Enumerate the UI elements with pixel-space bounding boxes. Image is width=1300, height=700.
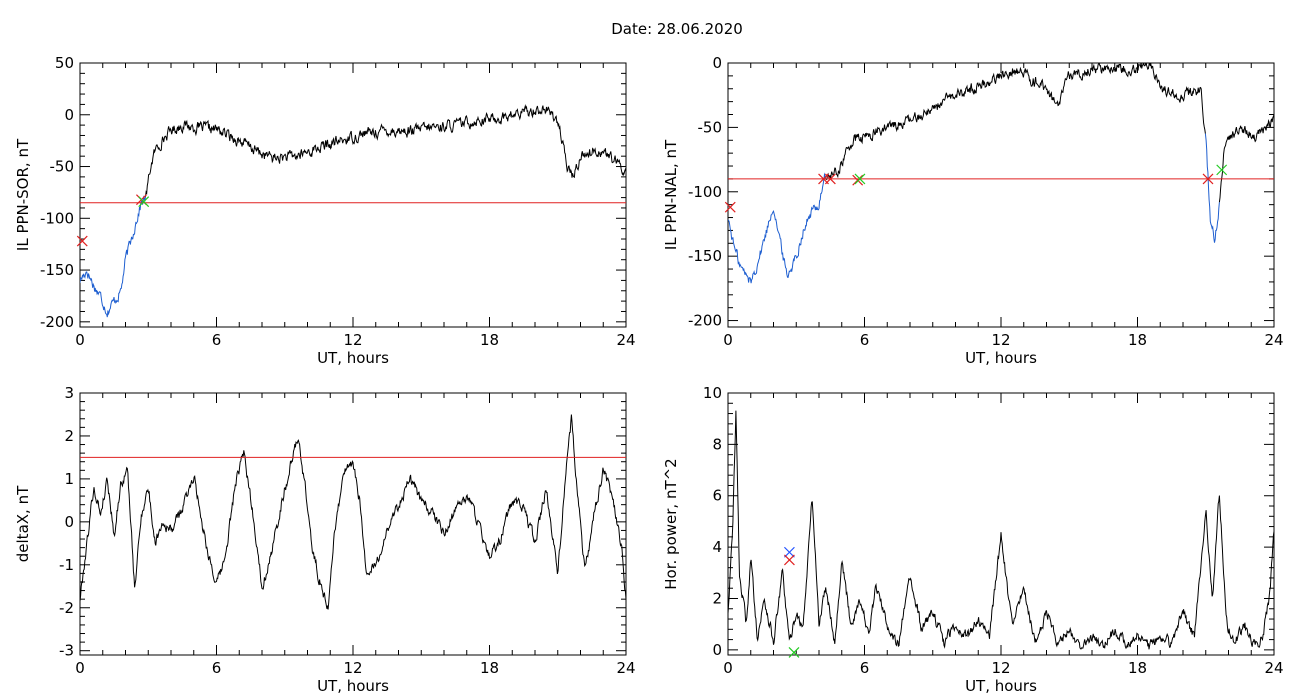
y-tick-label: 6 [712, 487, 722, 505]
x-tick-label: 0 [75, 659, 85, 677]
x-tick-label: 18 [480, 659, 499, 677]
x-tick-label: 12 [343, 331, 362, 349]
y-tick-label: 1 [64, 470, 74, 488]
event-trace-segment [80, 195, 146, 318]
trace-segment [145, 103, 626, 197]
event-marker [854, 173, 866, 185]
y-tick-label: 10 [703, 384, 722, 402]
x-tick-label: 6 [212, 659, 222, 677]
event-marker [824, 173, 836, 185]
x-tick-label: 24 [1264, 659, 1283, 677]
x-axis-label: UT, hours [965, 677, 1037, 695]
x-tick-label: 12 [991, 331, 1010, 349]
y-tick-label: -150 [688, 247, 722, 265]
trace-segment [80, 414, 626, 610]
x-axis-label: UT, hours [317, 677, 389, 695]
x-axis-label: UT, hours [317, 349, 389, 367]
y-axis-label: deltaX, nT [14, 485, 32, 562]
event-marker [784, 546, 795, 558]
y-tick-label: 8 [712, 435, 722, 453]
x-tick-label: 0 [75, 331, 85, 349]
x-tick-label: 18 [1128, 331, 1147, 349]
x-tick-label: 6 [860, 331, 870, 349]
y-axis-label: IL PPN-NAL, nT [662, 139, 680, 250]
y-tick-label: 0 [712, 54, 722, 72]
plot-frame [79, 62, 627, 328]
x-tick-label: 12 [343, 659, 362, 677]
x-tick-label: 6 [212, 331, 222, 349]
event-marker [76, 235, 88, 247]
y-tick-label: 50 [55, 54, 74, 72]
trace-segment [825, 63, 1206, 181]
y-tick-label: -200 [688, 312, 722, 330]
y-tick-label: 2 [64, 427, 74, 445]
y-tick-label: -50 [50, 158, 75, 176]
y-tick-label: 0 [64, 106, 74, 124]
y-tick-label: -100 [688, 183, 722, 201]
y-tick-label: 2 [712, 589, 722, 607]
y-tick-label: -1 [59, 556, 74, 574]
event-trace-segment [1204, 133, 1220, 243]
y-tick-label: 3 [64, 384, 74, 402]
y-axis-label: Hor. power, nT^2 [662, 458, 680, 589]
y-tick-label: 4 [712, 538, 722, 556]
series-il-ppn-nal [728, 63, 1274, 284]
event-marker [1216, 164, 1228, 176]
x-tick-label: 18 [1128, 659, 1147, 677]
event-marker [138, 196, 150, 208]
y-tick-label: -150 [40, 261, 74, 279]
figure-title: Date: 28.06.2020 [611, 20, 743, 38]
y-tick-label: -2 [59, 599, 74, 617]
y-tick-label: -50 [698, 118, 723, 136]
x-tick-label: 18 [480, 331, 499, 349]
panel-il-ppn-nal: 0 6 12 18 24 -200 -150 -100 -50 0 UT, hours IL PPN-… [662, 54, 1284, 367]
x-tick-label: 24 [616, 331, 635, 349]
y-tick-label: 0 [64, 513, 74, 531]
series-deltax [80, 414, 626, 610]
y-tick-label: 0 [712, 641, 722, 659]
event-marker [852, 174, 864, 186]
panel-il-ppn-sor: 0 6 12 18 24 -200 -150 -100 -50 0 50 UT, hours IL PP… [14, 54, 636, 367]
plot-frame [727, 62, 1275, 328]
series-il-ppn-sor [80, 103, 626, 318]
event-marker [1202, 173, 1214, 185]
x-tick-label: 0 [723, 659, 733, 677]
x-tick-label: 24 [1264, 331, 1283, 349]
x-axis-label: UT, hours [965, 349, 1037, 367]
y-tick-label: -3 [59, 642, 74, 660]
y-axis-label: IL PPN-SOR, nT [14, 138, 32, 251]
trace-segment [1218, 114, 1274, 203]
event-marker [788, 647, 800, 658]
y-tick-label: -200 [40, 313, 74, 331]
y-tick-label: -100 [40, 209, 74, 227]
event-marker [784, 554, 795, 566]
x-tick-label: 24 [616, 659, 635, 677]
trace-segment [728, 410, 1274, 650]
event-marker [724, 201, 736, 213]
x-tick-label: 0 [723, 331, 733, 349]
event-trace-segment [728, 172, 827, 284]
x-tick-label: 6 [860, 659, 870, 677]
x-tick-label: 12 [991, 659, 1010, 677]
series-hor-power [728, 410, 1274, 650]
